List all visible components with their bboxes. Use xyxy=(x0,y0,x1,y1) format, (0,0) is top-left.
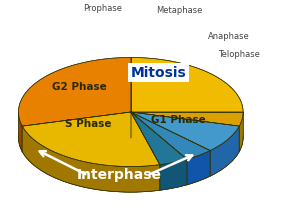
Polygon shape xyxy=(131,112,239,151)
Text: S Phase: S Phase xyxy=(65,119,111,129)
Text: Interphase: Interphase xyxy=(76,168,162,182)
Polygon shape xyxy=(18,112,22,152)
Polygon shape xyxy=(18,58,131,126)
Text: Metaphase: Metaphase xyxy=(156,6,202,15)
Polygon shape xyxy=(22,126,160,192)
Polygon shape xyxy=(210,126,239,176)
Polygon shape xyxy=(239,112,243,152)
Text: G1 Phase: G1 Phase xyxy=(151,115,205,125)
Text: G2 Phase: G2 Phase xyxy=(52,82,106,93)
Polygon shape xyxy=(131,112,187,165)
Text: Prophase: Prophase xyxy=(83,4,122,13)
Text: Mitosis: Mitosis xyxy=(131,66,187,80)
Text: Telophase: Telophase xyxy=(218,50,260,59)
Polygon shape xyxy=(131,58,243,112)
Polygon shape xyxy=(131,112,243,126)
Polygon shape xyxy=(160,159,187,190)
Polygon shape xyxy=(187,151,210,185)
Polygon shape xyxy=(22,112,160,166)
Text: Anaphase: Anaphase xyxy=(208,32,249,41)
Polygon shape xyxy=(131,112,210,159)
Ellipse shape xyxy=(18,83,243,192)
